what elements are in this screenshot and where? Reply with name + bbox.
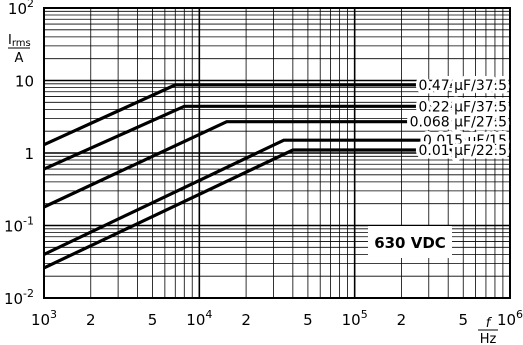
series-labels: 0.47 µF/37.5 0.22 µF/37.50.068 µF/27.5 0.0… (406, 74, 510, 162)
series-line (43, 148, 510, 270)
series-label: 0.068 µF/27.5 (410, 115, 507, 131)
series-label: 0.01 µF/22.5 (419, 143, 507, 159)
x-tick-label: 106 (497, 308, 523, 329)
x-tick-label: 103 (31, 308, 57, 329)
series-label: 0.47 µF/37.5 (419, 78, 507, 94)
badge-label: 630 VDC (374, 234, 446, 252)
x-tick-label: 104 (186, 308, 212, 329)
series-lines (43, 83, 510, 270)
series-line (43, 104, 510, 171)
series-line (43, 83, 510, 147)
y-tick-label: 10-1 (4, 215, 34, 236)
x-tick-label: 2 (241, 311, 251, 329)
y-axis-unit: A (15, 51, 24, 66)
x-axis-symbol: f (486, 316, 493, 331)
x-tick-label: 5 (458, 311, 468, 329)
y-tick-label: 102 (8, 0, 34, 18)
x-tick-label: 5 (148, 311, 158, 329)
plot-frame (43, 7, 511, 299)
x-tick-label: 2 (397, 311, 407, 329)
y-tick-label: 10 (15, 73, 34, 91)
x-tick-label: 2 (86, 311, 96, 329)
grid (44, 8, 510, 298)
series-line (43, 138, 510, 256)
badge-background (368, 226, 452, 258)
x-tick-label: 105 (342, 308, 368, 329)
y-axis-symbol: Irms (8, 33, 31, 49)
x-tick-label: 5 (303, 311, 313, 329)
y-tick-label: 10-2 (4, 287, 34, 308)
series-label: 0.22 µF/37.5 (419, 99, 507, 115)
y-tick-label: 1 (24, 145, 34, 163)
series-label: 0.015 µF/15 (423, 133, 507, 149)
series-line (43, 120, 510, 209)
x-axis-unit: Hz (480, 332, 497, 345)
voltage-badge: 630 VDC (368, 226, 452, 258)
